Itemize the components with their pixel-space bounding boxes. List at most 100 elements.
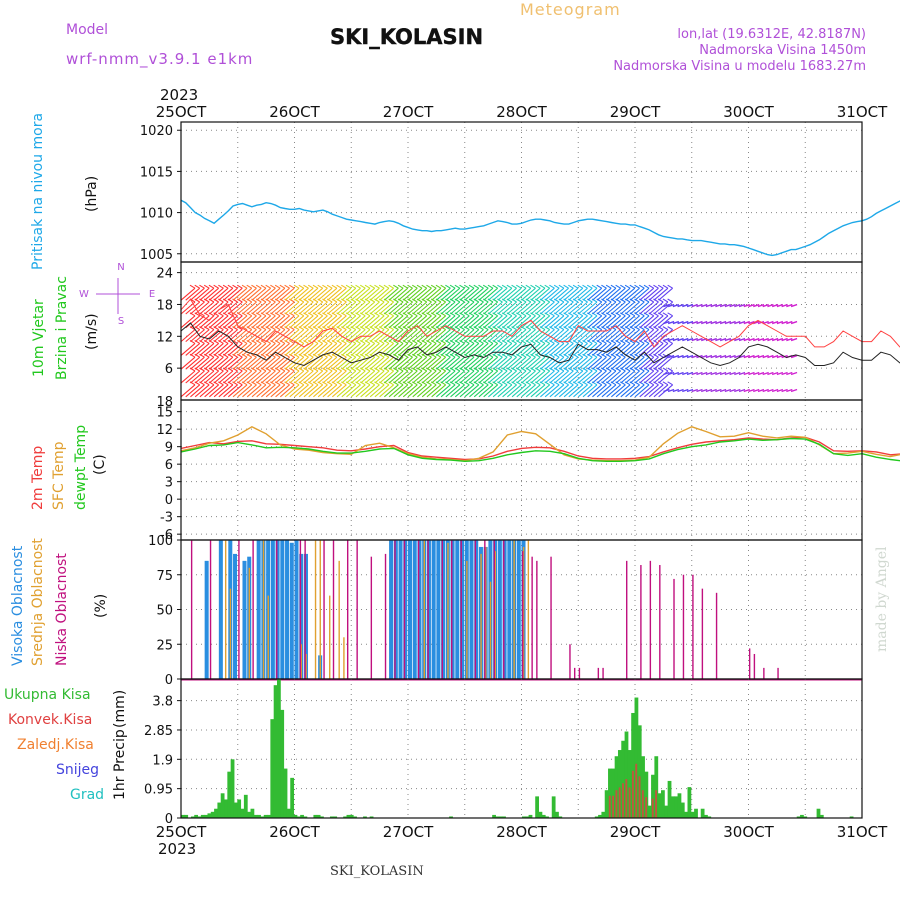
cloud-high-bar	[256, 540, 261, 679]
wind-barb	[393, 370, 409, 384]
y-tick-label: 0.95	[144, 783, 173, 798]
wind-barb	[388, 329, 404, 343]
y-tick-label: 75	[156, 569, 173, 584]
wind-barb	[261, 356, 276, 370]
wind-ylabel-1: 10m Vjetar	[31, 299, 47, 377]
wind-barb	[426, 384, 442, 398]
wind-barb	[558, 284, 565, 289]
wind-barb	[402, 287, 418, 301]
wind-barb	[270, 342, 286, 356]
wind-barb	[558, 384, 574, 398]
wind-barb	[549, 301, 565, 315]
precip-total-bar	[316, 814, 321, 818]
wind-barb	[587, 287, 603, 301]
wind-barb	[705, 388, 713, 393]
wind-barb	[734, 371, 741, 376]
cloud-high-bar	[426, 540, 431, 679]
wind-barb	[293, 284, 300, 289]
wind-barb	[185, 315, 201, 329]
precip-total-bar	[849, 816, 854, 818]
precip-total-bar	[240, 808, 245, 818]
precip-total-bar	[207, 813, 212, 818]
wind-barb	[256, 301, 272, 315]
precip-total-bar	[614, 756, 619, 818]
wind-barb	[502, 287, 517, 301]
wind-barb	[265, 315, 281, 329]
wind-barb	[469, 342, 484, 356]
wind-barb	[615, 315, 631, 329]
wind-barb	[573, 370, 588, 384]
wind-barb	[407, 384, 423, 398]
wind-barb	[450, 315, 465, 329]
wind-barb	[194, 384, 210, 398]
wind-barb	[369, 356, 385, 370]
wind-barb	[412, 356, 428, 370]
wind-barb	[738, 337, 746, 342]
wind-barb	[705, 320, 713, 325]
wind-barb	[454, 356, 470, 370]
cloud-high-bar	[294, 540, 299, 679]
wind-barb	[639, 384, 655, 398]
wind-barb	[417, 384, 432, 398]
wind-barb	[464, 329, 480, 343]
wind-barb	[592, 342, 607, 356]
wind-barb	[256, 287, 272, 301]
wind-barb	[261, 342, 276, 356]
wind-barb	[185, 329, 201, 343]
wind-barb	[620, 329, 636, 343]
wind-barb	[369, 301, 385, 315]
wind-barb	[383, 329, 399, 343]
wind-barb	[417, 370, 432, 384]
wind-barb	[587, 315, 603, 329]
wind-barb	[284, 301, 300, 315]
wind-barb	[516, 287, 532, 301]
wind-barb	[190, 384, 205, 398]
wind-barb	[454, 284, 461, 289]
wind-barb	[341, 370, 357, 384]
wind-barb	[445, 329, 461, 343]
wind-barb	[417, 356, 432, 370]
wind-barb	[185, 342, 201, 356]
wind-barb	[398, 356, 413, 370]
wind-barb	[468, 284, 475, 289]
wind-barb	[398, 315, 413, 329]
wind-barb	[379, 315, 394, 329]
wind-barb	[454, 315, 470, 329]
wind-barb	[516, 315, 532, 329]
wind-barb	[554, 370, 569, 384]
precip-total-bar	[558, 816, 563, 818]
wind-barb	[204, 342, 220, 356]
sfc-ylabel: SFC Temp	[51, 441, 67, 510]
legend-conv: Konvek.Kisa	[8, 712, 92, 728]
wind-barb	[767, 320, 774, 325]
wind-barb	[360, 287, 376, 301]
precip-ylabel: 1hr Precip	[112, 729, 128, 800]
precip-conv-bar	[618, 787, 621, 818]
wind-barb	[488, 287, 503, 301]
wind-barb	[204, 370, 220, 384]
wind-barb	[469, 384, 484, 398]
wind-barb	[610, 315, 626, 329]
wind-barb	[412, 287, 428, 301]
wind-barb	[303, 287, 319, 301]
wind-barb	[322, 315, 338, 329]
cloud-high-bar	[474, 540, 479, 679]
wind-barb	[601, 384, 617, 398]
precip-total-bar	[555, 811, 559, 818]
wind-barb	[573, 384, 588, 398]
wind-barb	[734, 320, 741, 325]
precip-total-bar	[634, 697, 639, 818]
wind-barb	[610, 287, 626, 301]
cloud-low-bar	[763, 667, 765, 679]
precip-total-bar	[267, 814, 271, 818]
wind-barb	[431, 287, 447, 301]
wind-barb	[738, 388, 746, 393]
wind-barb	[426, 342, 442, 356]
wind-barb	[667, 337, 675, 342]
precip-total-bar	[247, 811, 251, 818]
cloud-high-bar	[436, 540, 441, 679]
cloud-mid-bar	[489, 581, 492, 679]
wind-barb	[478, 384, 494, 398]
wind-barb	[251, 329, 267, 343]
wind-barb	[341, 356, 357, 370]
